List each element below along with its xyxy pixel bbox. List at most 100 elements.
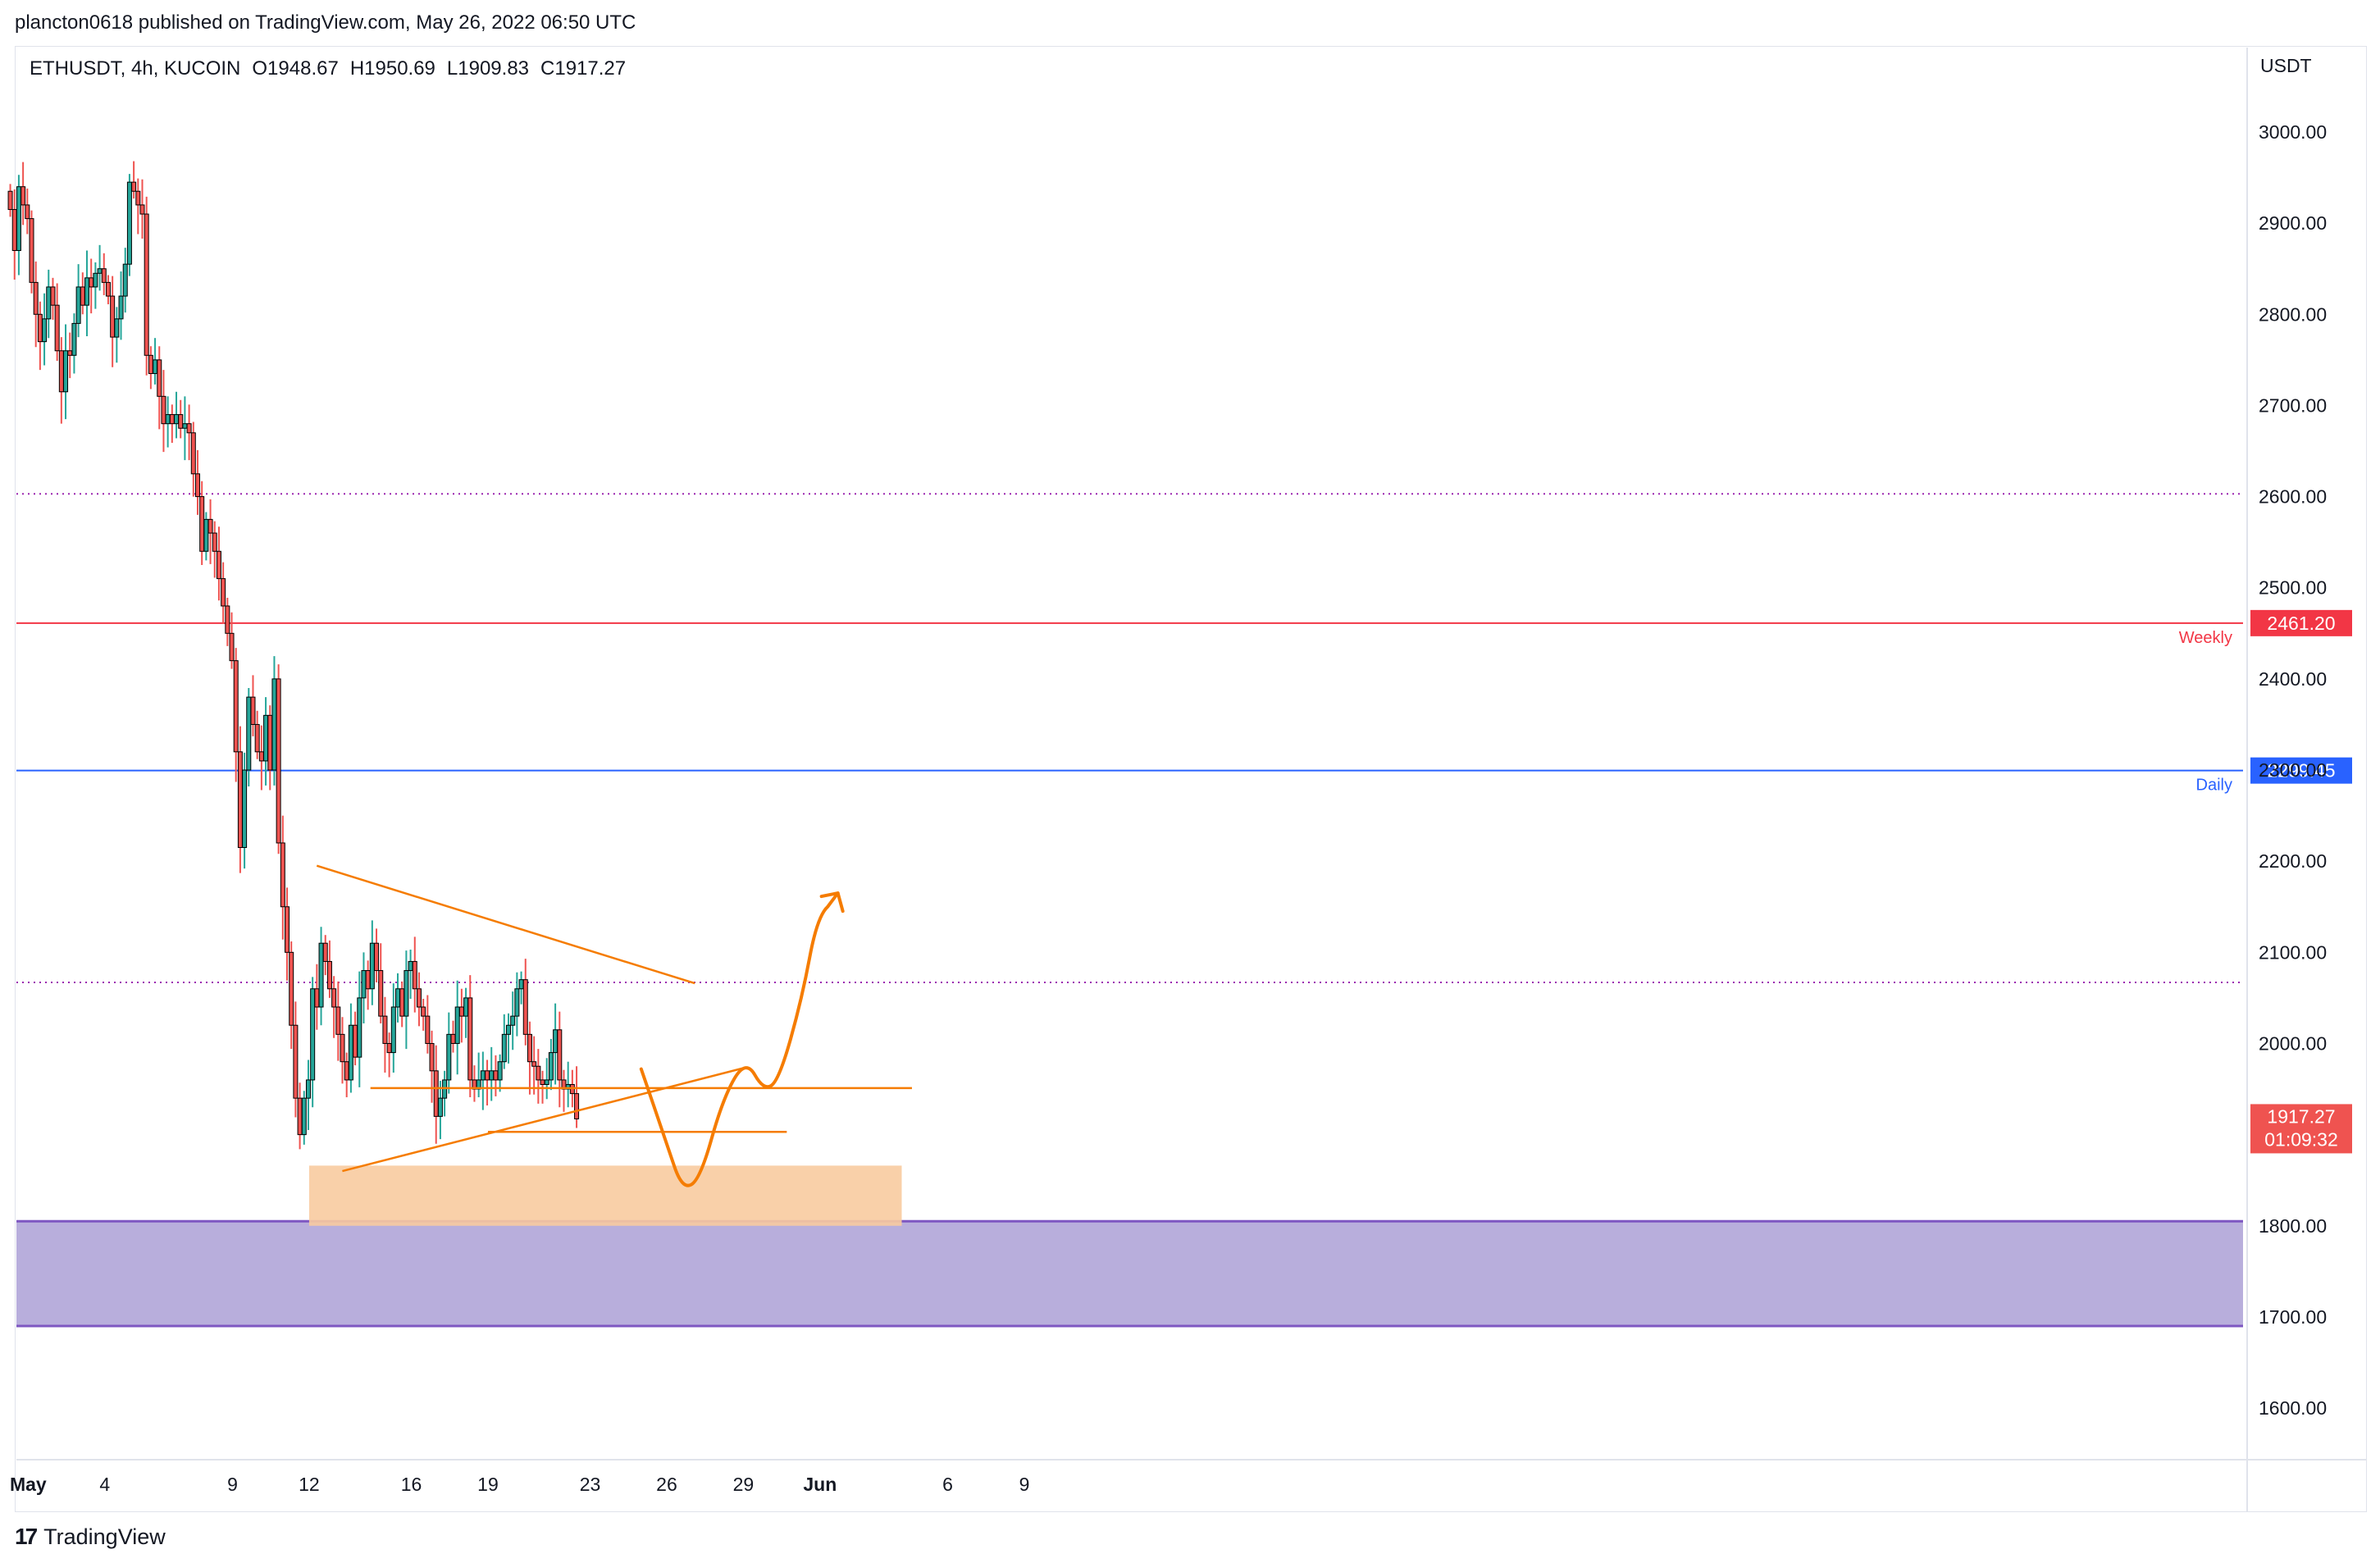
candle <box>250 675 256 736</box>
candle-body <box>518 979 524 990</box>
candle <box>144 196 149 376</box>
candle <box>467 975 473 1098</box>
price-tick-label: 2300.00 <box>2259 759 2327 781</box>
candle <box>118 271 124 340</box>
price-tick-label: 2700.00 <box>2259 394 2327 416</box>
candle <box>93 262 98 309</box>
candle <box>408 949 413 1000</box>
tradingview-logo[interactable]: 17 TradingView <box>15 1524 166 1550</box>
candle-body <box>190 432 196 475</box>
candle <box>237 726 243 873</box>
candle-body <box>110 295 116 338</box>
candle <box>497 1054 503 1092</box>
price-tick-label: 1600.00 <box>2259 1397 2327 1419</box>
candle-body <box>353 1024 358 1058</box>
candle <box>437 1081 443 1140</box>
candle <box>71 313 77 374</box>
candle-body <box>89 277 94 288</box>
candle-body <box>416 988 422 1008</box>
candle <box>505 1013 511 1064</box>
candle-body <box>310 988 316 1081</box>
candle-body <box>101 268 107 283</box>
candle-body <box>390 1006 396 1054</box>
candle <box>165 396 171 448</box>
candle <box>548 1038 554 1091</box>
candle-body <box>242 769 248 849</box>
candle-body <box>233 660 239 753</box>
candle <box>190 422 196 497</box>
candle-body <box>485 1070 490 1081</box>
candle-body <box>305 1079 311 1099</box>
candle-body <box>374 942 380 972</box>
candle-body <box>157 359 162 397</box>
price-tick-label: 2600.00 <box>2259 486 2327 508</box>
candle <box>390 983 396 1073</box>
time-tick-label: May <box>10 1474 47 1495</box>
candle-body <box>25 204 30 220</box>
candle-body <box>54 304 60 352</box>
candle-body <box>331 988 337 1008</box>
candle-body <box>139 204 145 215</box>
candle <box>221 562 226 624</box>
symbol-name[interactable]: ETHUSDT, 4h, KUCOIN <box>30 57 241 80</box>
candle-body <box>11 208 17 251</box>
candle-body <box>194 473 200 498</box>
candle-body <box>225 605 230 634</box>
ohlc-high: H1950.69 <box>349 57 435 80</box>
candle-body <box>527 1033 532 1063</box>
candle <box>421 999 426 1031</box>
candle <box>203 512 209 561</box>
candle-body <box>293 1024 299 1099</box>
candle <box>335 981 341 1061</box>
candle-body <box>454 1006 460 1044</box>
candle <box>271 656 277 786</box>
candle <box>80 272 85 315</box>
price-tick-label: 2200.00 <box>2259 850 2327 872</box>
candle-body <box>314 988 320 1008</box>
price-tick-label: 2800.00 <box>2259 303 2327 325</box>
candle <box>42 293 48 366</box>
candle <box>126 174 132 276</box>
candle <box>357 971 362 1087</box>
candle-body <box>169 414 175 425</box>
candle-body <box>161 395 166 425</box>
price-tick-label: 2000.00 <box>2259 1032 2327 1054</box>
candle-body <box>553 1029 559 1054</box>
candle-body <box>467 997 473 1081</box>
candle <box>161 370 166 453</box>
time-tick-label: 16 <box>401 1474 422 1495</box>
candle <box>322 935 328 976</box>
price-tick-label: 2900.00 <box>2259 212 2327 234</box>
candle-body <box>118 295 124 320</box>
candle-body <box>29 218 34 283</box>
candle <box>378 943 384 1024</box>
candle <box>101 253 107 295</box>
candle-body <box>378 970 384 1017</box>
candle-body <box>548 1052 554 1081</box>
candle-body <box>536 1065 541 1081</box>
candle-body <box>344 1061 349 1081</box>
candle <box>105 275 111 305</box>
candle <box>50 277 56 320</box>
candle <box>46 269 52 339</box>
candle-body <box>131 181 137 192</box>
candle <box>518 971 524 1005</box>
candle-body <box>229 632 235 662</box>
candle-body <box>433 1070 439 1117</box>
candle-body <box>297 1097 303 1136</box>
candle <box>531 1036 537 1095</box>
candle-body <box>105 281 111 297</box>
candle <box>207 499 213 564</box>
candle-body <box>458 1006 464 1017</box>
candle <box>493 1055 499 1096</box>
candle <box>331 976 337 1038</box>
candle <box>446 1012 452 1094</box>
bar-countdown-text: 01:09:32 <box>2264 1128 2338 1150</box>
candle <box>472 1065 477 1102</box>
candle <box>399 981 405 1028</box>
candle <box>301 1091 307 1145</box>
candle-body <box>263 714 269 762</box>
candle <box>212 521 217 578</box>
candle <box>293 1001 299 1118</box>
